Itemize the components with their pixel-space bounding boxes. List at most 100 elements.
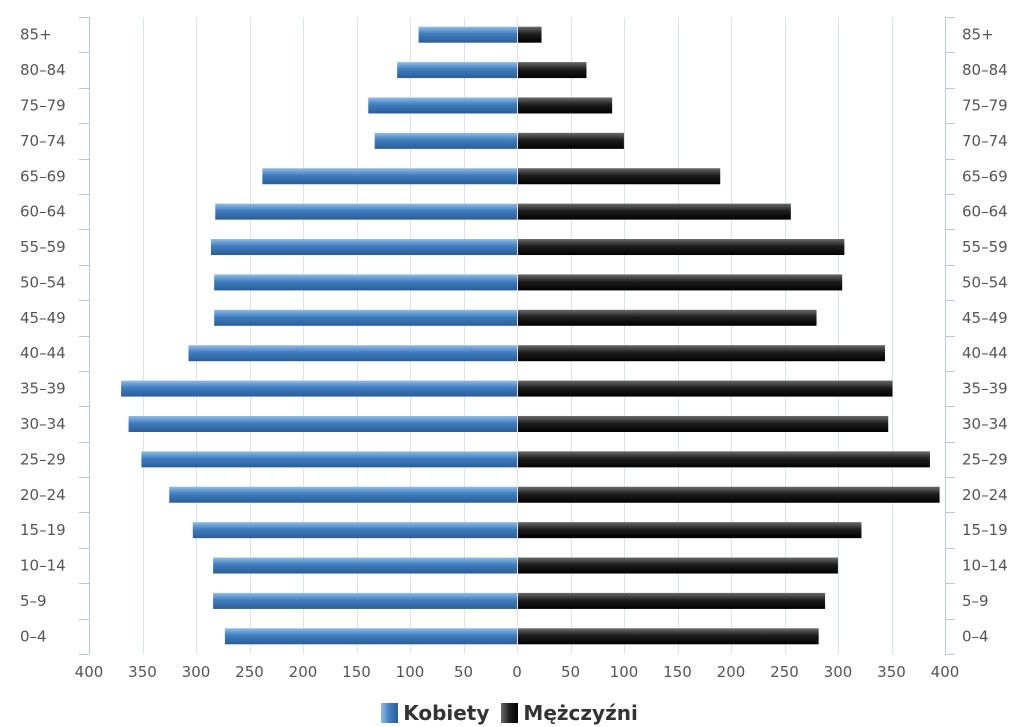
- bar-mezczyzni-45–49: [518, 309, 817, 326]
- bar-kobiety-5–9: [213, 592, 517, 609]
- bar-kobiety-40–44: [188, 345, 517, 362]
- category-label-right: 85+: [962, 26, 994, 44]
- bar-kobiety-65–69: [262, 168, 517, 185]
- bar-mezczyzni-40–44: [518, 345, 886, 362]
- category-label-right: 70–74: [962, 132, 1008, 150]
- legend-item-female[interactable]: Kobiety: [381, 701, 489, 725]
- bar-kobiety-30–34: [128, 415, 517, 432]
- category-label-left: 70–74: [20, 132, 66, 150]
- category-label-right: 65–69: [962, 167, 1008, 185]
- x-tick-label: 100: [610, 663, 639, 681]
- bar-mezczyzni-80–84: [518, 62, 587, 79]
- category-label-right: 55–59: [962, 238, 1008, 256]
- category-label-right: 60–64: [962, 203, 1008, 221]
- category-label-left: 60–64: [20, 203, 66, 221]
- x-tick-label: 300: [824, 663, 853, 681]
- bar-mezczyzni-75–79: [518, 97, 613, 114]
- legend-label-female: Kobiety: [403, 701, 490, 725]
- bar-mezczyzni-15–19: [518, 522, 862, 539]
- bar-kobiety-55–59: [210, 239, 518, 256]
- bar-mezczyzni-30–34: [518, 415, 889, 432]
- category-label-right: 75–79: [962, 96, 1008, 114]
- x-tick-label: 400: [75, 663, 104, 681]
- bar-mezczyzni-65–69: [518, 168, 721, 185]
- category-label-left: 0–4: [20, 627, 47, 645]
- x-tick-label: 250: [770, 663, 799, 681]
- category-label-right: 10–14: [962, 557, 1008, 575]
- category-label-left: 65–69: [20, 167, 66, 185]
- category-label-right: 20–24: [962, 486, 1008, 504]
- category-label-right: 45–49: [962, 309, 1008, 327]
- x-tick-label: 350: [128, 663, 157, 681]
- axes: [79, 17, 955, 655]
- category-label-left: 55–59: [20, 238, 66, 256]
- category-label-left: 25–29: [20, 450, 66, 468]
- category-label-left: 45–49: [20, 309, 66, 327]
- category-label-right: 30–34: [962, 415, 1008, 433]
- bar-mezczyzni-55–59: [518, 239, 845, 256]
- x-tick-label: 350: [877, 663, 906, 681]
- x-tick-label: 100: [396, 663, 425, 681]
- bar-mezczyzni-0–4: [518, 628, 819, 645]
- category-label-left: 75–79: [20, 96, 66, 114]
- category-label-left: 40–44: [20, 344, 66, 362]
- x-tick-label: 50: [561, 663, 580, 681]
- bar-mezczyzni-20–24: [518, 486, 940, 503]
- x-tick-label: 150: [663, 663, 692, 681]
- bar-mezczyzni-5–9: [518, 592, 826, 609]
- category-label-left: 80–84: [20, 61, 66, 79]
- category-label-right: 40–44: [962, 344, 1008, 362]
- bar-mezczyzni-10–14: [518, 557, 838, 574]
- x-tick-label: 400: [931, 663, 960, 681]
- category-label-right: 15–19: [962, 521, 1008, 539]
- bar-mezczyzni-60–64: [518, 203, 791, 220]
- axis-labels: 0–4 0–4 5–9 5–9 10–14 10–14 15–19 15–19 20–24 20–…: [20, 26, 1008, 681]
- bar-kobiety-0–4: [224, 628, 517, 645]
- category-label-left: 35–39: [20, 380, 66, 398]
- category-label-left: 85+: [20, 26, 52, 44]
- legend-swatch-male: [501, 703, 519, 723]
- category-label-left: 20–24: [20, 486, 66, 504]
- x-tick-label: 250: [235, 663, 264, 681]
- bar-mezczyzni-35–39: [518, 380, 893, 397]
- category-label-left: 10–14: [20, 557, 66, 575]
- bar-mezczyzni-25–29: [518, 451, 930, 468]
- category-label-left: 5–9: [20, 592, 47, 610]
- bar-kobiety-50–54: [214, 274, 517, 291]
- category-label-right: 5–9: [962, 592, 989, 610]
- bar-mezczyzni-70–74: [518, 132, 624, 149]
- category-label-right: 50–54: [962, 273, 1008, 291]
- category-label-right: 35–39: [962, 380, 1008, 398]
- bar-kobiety-15–19: [192, 522, 518, 539]
- legend-swatch-female: [381, 703, 399, 723]
- bar-kobiety-20–24: [169, 486, 517, 503]
- category-label-right: 0–4: [962, 627, 989, 645]
- category-label-right: 25–29: [962, 450, 1008, 468]
- legend: Kobiety Mężczyźni: [0, 699, 1019, 727]
- x-tick-label: 300: [182, 663, 211, 681]
- category-label-left: 50–54: [20, 273, 66, 291]
- bar-kobiety-75–79: [368, 97, 517, 114]
- population-pyramid-chart: 0–4 0–4 5–9 5–9 10–14 10–14 15–19 15–19 20–24 20–…: [20, 17, 1008, 681]
- bar-kobiety-80–84: [397, 62, 517, 79]
- bar-kobiety-70–74: [374, 132, 517, 149]
- x-tick-label: 0: [512, 663, 522, 681]
- category-label-left: 30–34: [20, 415, 66, 433]
- x-tick-label: 200: [289, 663, 318, 681]
- bars: [121, 26, 940, 645]
- bar-mezczyzni-50–54: [518, 274, 843, 291]
- bar-kobiety-10–14: [213, 557, 517, 574]
- legend-label-male: Mężczyźni: [523, 701, 638, 725]
- bar-kobiety-35–39: [121, 380, 517, 397]
- bar-kobiety-45–49: [214, 309, 517, 326]
- bar-kobiety-25–29: [141, 451, 517, 468]
- x-tick-label: 150: [342, 663, 371, 681]
- legend-item-male[interactable]: Mężczyźni: [501, 701, 638, 725]
- x-tick-label: 200: [717, 663, 746, 681]
- bar-kobiety-60–64: [215, 203, 517, 220]
- x-tick-label: 50: [454, 663, 473, 681]
- category-label-left: 15–19: [20, 521, 66, 539]
- bar-kobiety-85+: [418, 26, 517, 43]
- bar-mezczyzni-85+: [518, 26, 542, 43]
- category-label-right: 80–84: [962, 61, 1008, 79]
